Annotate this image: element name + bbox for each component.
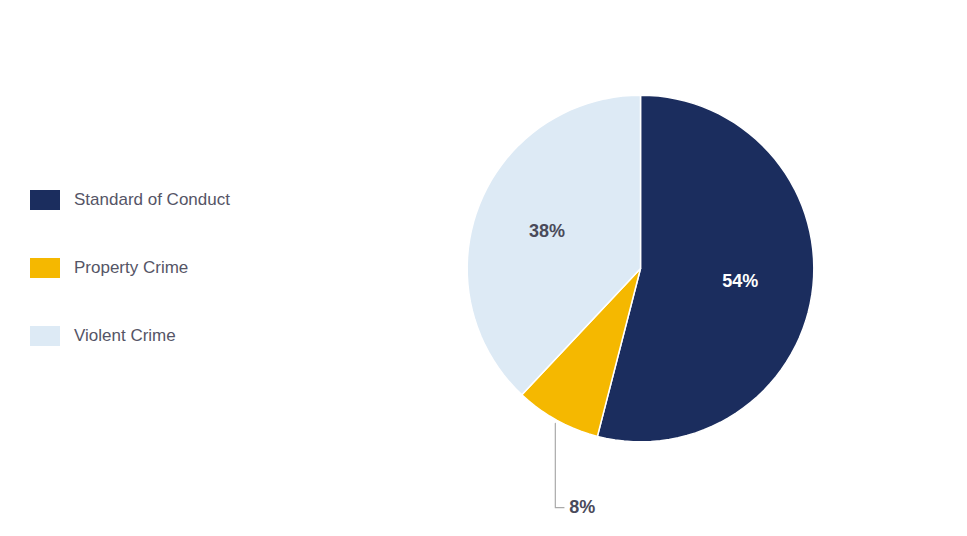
html-text:Violent Crime: Violent Crime [74, 326, 176, 345]
svg-text:38%: 38% [529, 221, 565, 241]
svg-text:54%: 54% [722, 271, 758, 291]
html-text:Standard of Conduct: Standard of Conduct [74, 190, 230, 209]
html-text:Property Crime: Property Crime [74, 258, 189, 277]
svg-text:8%: 8% [569, 497, 595, 517]
